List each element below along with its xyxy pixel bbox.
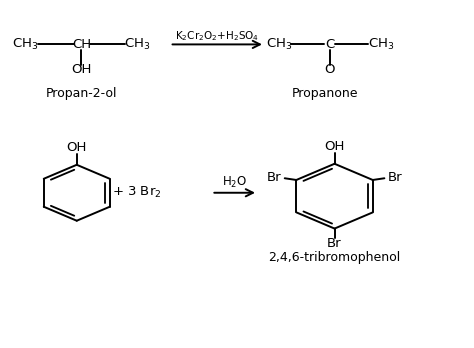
Text: Propanone: Propanone bbox=[292, 87, 358, 100]
Text: H$_2$O: H$_2$O bbox=[222, 175, 247, 190]
Text: OH: OH bbox=[71, 63, 91, 77]
Text: OH: OH bbox=[66, 141, 87, 153]
Text: Propan-2-ol: Propan-2-ol bbox=[46, 87, 117, 100]
Text: 2,4,6-tribromophenol: 2,4,6-tribromophenol bbox=[268, 251, 401, 264]
Text: Br: Br bbox=[388, 171, 402, 184]
Text: CH: CH bbox=[72, 38, 91, 51]
Text: Br: Br bbox=[327, 237, 342, 251]
Text: CH$_3$: CH$_3$ bbox=[124, 37, 150, 52]
Text: O: O bbox=[325, 63, 335, 77]
Text: K$_2$Cr$_2$O$_2$+H$_2$SO$_4$: K$_2$Cr$_2$O$_2$+H$_2$SO$_4$ bbox=[175, 29, 260, 43]
Text: CH$_3$: CH$_3$ bbox=[12, 37, 39, 52]
Text: OH: OH bbox=[324, 140, 345, 152]
Text: CH$_3$: CH$_3$ bbox=[368, 37, 394, 52]
Text: Br: Br bbox=[267, 171, 282, 184]
Text: CH$_3$: CH$_3$ bbox=[265, 37, 292, 52]
Text: C: C bbox=[325, 38, 335, 51]
Text: + 3 Br$_2$: + 3 Br$_2$ bbox=[112, 185, 162, 200]
